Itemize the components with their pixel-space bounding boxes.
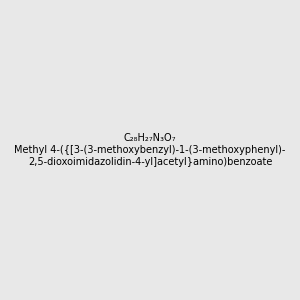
Text: C₂₈H₂₇N₃O₇
Methyl 4-({[3-(3-methoxybenzyl)-1-(3-methoxyphenyl)-
2,5-dioxoimidazo: C₂₈H₂₇N₃O₇ Methyl 4-({[3-(3-methoxybenzy… [14,134,286,166]
